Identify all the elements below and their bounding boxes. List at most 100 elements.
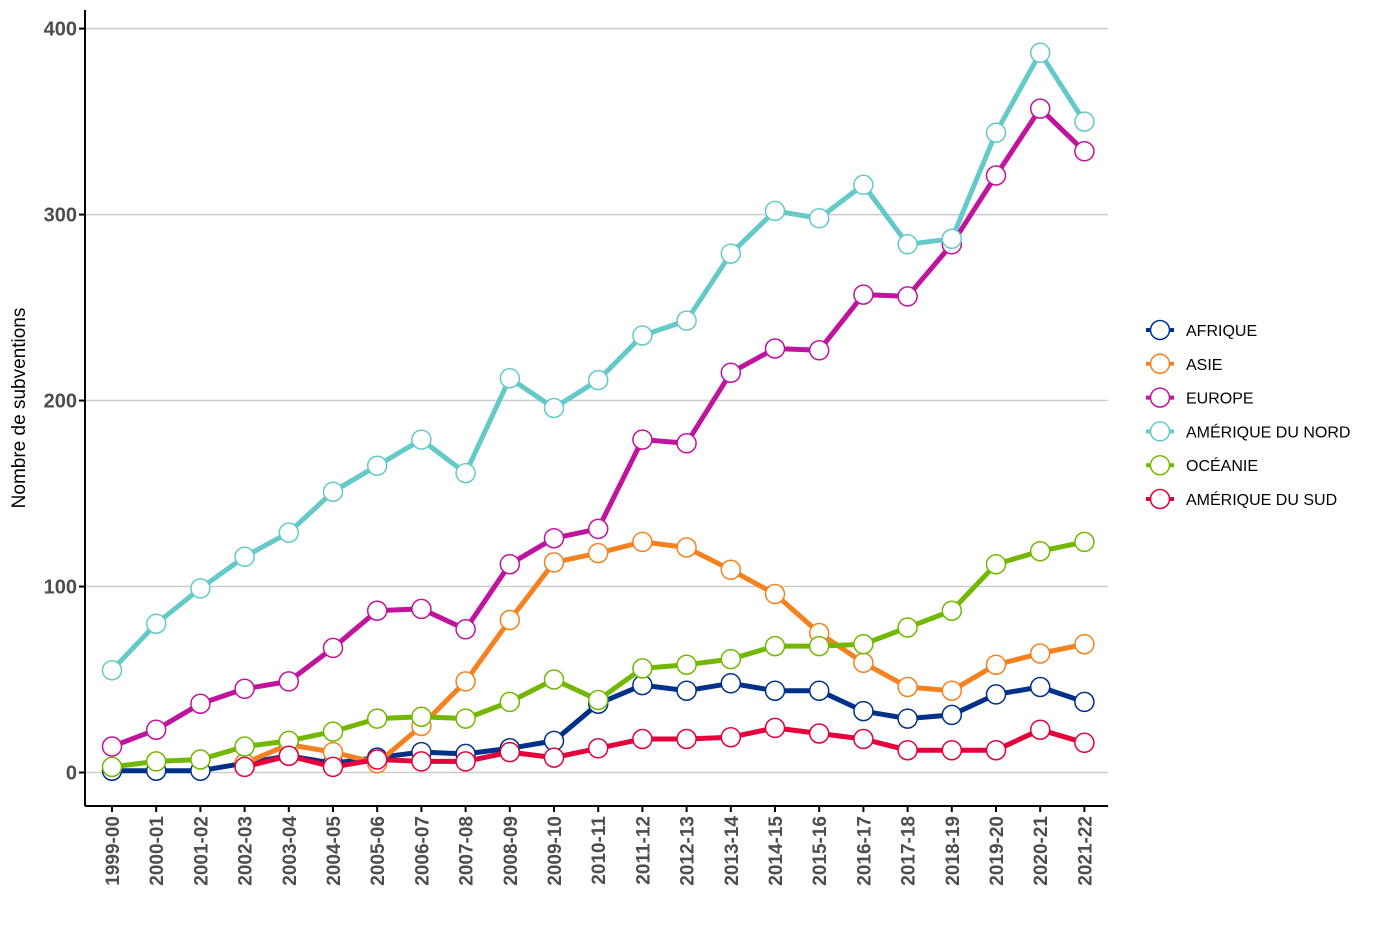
legend-swatch-marker: [1149, 353, 1171, 375]
series-europe: [101, 98, 1095, 757]
x-tick-label: 2004-05: [324, 816, 345, 886]
data-point: [764, 635, 786, 657]
data-point: [499, 691, 521, 713]
data-point: [985, 739, 1007, 761]
legend-swatch-marker: [1149, 454, 1171, 476]
x-tick-label: 2002-03: [236, 816, 257, 886]
data-point: [587, 369, 609, 391]
data-point: [676, 537, 697, 558]
legend-label: AFRIQUE: [1186, 323, 1257, 340]
data-point: [764, 338, 786, 359]
x-tick-label: 2000-01: [147, 816, 168, 886]
legend-item: OCÉANIE: [1146, 454, 1258, 476]
data-point: [366, 749, 388, 770]
series-lines: [101, 42, 1095, 781]
data-point: [632, 325, 653, 346]
data-point: [897, 676, 918, 698]
x-tick-label: 1999-00: [103, 816, 124, 886]
x-tick-label: 2020-21: [1031, 816, 1052, 886]
data-point: [941, 739, 963, 761]
data-point: [101, 736, 123, 757]
data-point: [145, 719, 167, 740]
data-point: [190, 578, 211, 599]
data-point: [632, 429, 653, 450]
data-point: [499, 609, 521, 631]
data-point: [278, 522, 300, 543]
data-point: [455, 751, 476, 772]
x-tick-label: 2003-04: [280, 816, 301, 886]
data-point: [941, 680, 963, 701]
legend-item: EUROPE: [1146, 387, 1254, 408]
data-point: [720, 648, 742, 670]
data-point: [499, 553, 521, 575]
data-point: [897, 286, 918, 307]
series-am-rique-du-nord: [101, 42, 1095, 681]
data-point: [411, 429, 432, 450]
data-point: [853, 728, 874, 750]
series-line: [109, 50, 1087, 673]
x-tick-label: 2021-22: [1075, 816, 1096, 886]
data-point: [411, 598, 432, 620]
data-point: [676, 728, 697, 750]
x-tick-label: 2008-09: [501, 816, 522, 886]
data-point: [543, 669, 565, 690]
data-point: [632, 728, 653, 750]
data-point: [985, 684, 1007, 705]
data-point: [941, 704, 963, 726]
x-tick-label: 2006-07: [412, 816, 433, 886]
data-point: [985, 553, 1007, 575]
axes: [84, 10, 1108, 807]
data-point: [897, 708, 918, 729]
data-point: [366, 455, 388, 476]
x-tick-label: 2007-08: [457, 816, 478, 886]
data-point: [897, 739, 918, 761]
data-point: [897, 617, 918, 638]
series-am-rique-du-sud: [234, 717, 1095, 778]
legend-label: AMÉRIQUE DU NORD: [1186, 422, 1350, 441]
data-point: [587, 518, 609, 540]
data-point: [455, 708, 476, 729]
data-point: [1074, 531, 1095, 553]
data-point: [1029, 98, 1051, 119]
data-point: [985, 122, 1007, 143]
data-point: [764, 680, 786, 701]
data-point: [543, 552, 565, 573]
x-tick-label: 2016-17: [854, 816, 875, 886]
series-oc-anie: [101, 531, 1095, 778]
data-point: [543, 397, 565, 419]
data-point: [587, 738, 609, 759]
x-tick-label: 2011-12: [633, 816, 654, 885]
data-point: [1074, 111, 1095, 132]
data-point: [808, 340, 830, 361]
data-point: [278, 745, 300, 767]
x-axis-ticks: 1999-00 2000-01 2001-02 2002-03 2003-04 2004-…: [103, 806, 1096, 886]
legend-label: OCÉANIE: [1186, 456, 1258, 475]
data-point: [101, 756, 123, 778]
x-tick-label: 2019-20: [987, 816, 1008, 886]
data-point: [764, 583, 786, 605]
data-point: [1029, 42, 1051, 64]
data-point: [853, 652, 874, 674]
data-point: [764, 200, 786, 222]
data-point: [145, 613, 167, 634]
y-axis-label: Nombre de subventions: [9, 308, 30, 509]
series-line: [109, 539, 1087, 770]
data-point: [499, 367, 521, 389]
legend-label: AMÉRIQUE DU SUD: [1186, 490, 1337, 509]
data-point: [366, 708, 388, 729]
data-point: [1029, 643, 1051, 664]
x-tick-label: 2012-13: [678, 816, 699, 886]
legend-label: ASIE: [1186, 357, 1222, 374]
data-point: [808, 635, 830, 657]
x-tick-label: 2013-14: [722, 816, 743, 886]
legend-swatch-marker: [1149, 488, 1171, 510]
data-point: [190, 693, 211, 714]
y-tick-label: 0: [66, 763, 77, 785]
data-point: [720, 362, 742, 383]
data-point: [853, 284, 874, 305]
data-point: [720, 559, 742, 581]
series-line: [242, 539, 1087, 766]
data-point: [322, 721, 344, 742]
legend-swatch-marker: [1149, 319, 1171, 341]
legend-item: AMÉRIQUE DU NORD: [1146, 421, 1350, 442]
